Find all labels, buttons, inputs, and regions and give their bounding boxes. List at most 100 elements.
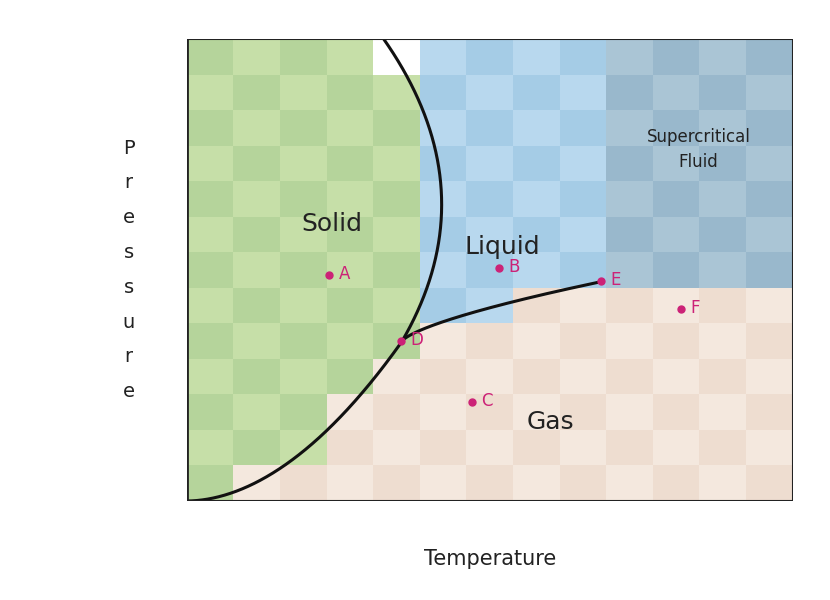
Bar xyxy=(559,430,606,466)
Bar xyxy=(466,217,513,252)
Text: Solid: Solid xyxy=(301,212,363,236)
Bar xyxy=(700,288,746,323)
Bar xyxy=(466,39,513,74)
Text: A: A xyxy=(339,265,350,283)
Bar xyxy=(233,110,280,146)
Bar xyxy=(700,252,746,288)
Bar xyxy=(233,252,280,288)
Bar xyxy=(374,181,420,217)
Bar xyxy=(559,146,606,181)
Bar xyxy=(233,466,280,501)
Bar xyxy=(606,181,653,217)
Bar xyxy=(466,252,513,288)
Bar xyxy=(653,74,700,110)
Text: s: s xyxy=(124,243,134,262)
Bar xyxy=(374,394,420,430)
Bar xyxy=(606,252,653,288)
Bar xyxy=(700,110,746,146)
Bar xyxy=(606,359,653,394)
Bar xyxy=(233,323,280,359)
Bar xyxy=(374,359,420,394)
Bar xyxy=(187,217,233,252)
Bar xyxy=(374,252,420,288)
Bar xyxy=(746,359,793,394)
Bar xyxy=(653,394,700,430)
Bar xyxy=(606,39,653,74)
Bar xyxy=(559,74,606,110)
Bar xyxy=(700,217,746,252)
Bar xyxy=(280,394,326,430)
Bar xyxy=(420,146,466,181)
Bar xyxy=(233,430,280,466)
Bar xyxy=(187,39,233,74)
Bar xyxy=(746,146,793,181)
Bar xyxy=(466,288,513,323)
Bar xyxy=(653,252,700,288)
Text: D: D xyxy=(410,331,423,349)
Bar xyxy=(187,466,233,501)
Bar xyxy=(280,323,326,359)
Bar xyxy=(700,466,746,501)
Bar xyxy=(280,217,326,252)
Text: P: P xyxy=(123,139,134,158)
Bar xyxy=(187,394,233,430)
Bar xyxy=(513,466,559,501)
Bar xyxy=(653,466,700,501)
Bar xyxy=(606,394,653,430)
Bar xyxy=(513,181,559,217)
Bar xyxy=(606,110,653,146)
Bar xyxy=(187,74,233,110)
Bar xyxy=(653,146,700,181)
Text: Temperature: Temperature xyxy=(423,549,556,569)
Bar xyxy=(280,110,326,146)
Text: r: r xyxy=(124,173,133,193)
Bar xyxy=(466,466,513,501)
Bar xyxy=(233,394,280,430)
Text: e: e xyxy=(123,208,134,227)
Bar xyxy=(420,74,466,110)
Bar xyxy=(513,146,559,181)
Bar xyxy=(374,466,420,501)
Bar xyxy=(233,39,280,74)
Bar xyxy=(559,217,606,252)
Bar xyxy=(187,359,233,394)
Bar xyxy=(233,74,280,110)
Bar xyxy=(700,39,746,74)
Bar xyxy=(187,288,233,323)
Bar xyxy=(653,288,700,323)
Bar xyxy=(746,323,793,359)
Bar xyxy=(420,466,466,501)
Bar xyxy=(746,110,793,146)
Bar xyxy=(420,217,466,252)
Bar xyxy=(326,430,374,466)
Bar xyxy=(746,288,793,323)
Bar xyxy=(559,394,606,430)
Bar xyxy=(653,217,700,252)
Bar xyxy=(559,181,606,217)
Bar xyxy=(700,181,746,217)
Bar xyxy=(326,288,374,323)
Bar xyxy=(326,217,374,252)
Bar xyxy=(420,110,466,146)
Bar xyxy=(280,359,326,394)
Bar xyxy=(466,146,513,181)
Bar xyxy=(420,181,466,217)
Bar xyxy=(187,146,233,181)
Bar xyxy=(606,217,653,252)
Bar xyxy=(280,181,326,217)
Bar xyxy=(466,359,513,394)
Bar xyxy=(187,430,233,466)
Bar xyxy=(420,288,466,323)
Bar xyxy=(606,466,653,501)
Bar xyxy=(466,430,513,466)
Bar xyxy=(513,252,559,288)
Bar xyxy=(187,252,233,288)
Bar xyxy=(420,394,466,430)
Text: u: u xyxy=(123,313,134,332)
Bar xyxy=(653,181,700,217)
Bar xyxy=(513,39,559,74)
Bar xyxy=(420,39,466,74)
Bar xyxy=(466,323,513,359)
Bar xyxy=(746,252,793,288)
Text: F: F xyxy=(691,299,700,317)
